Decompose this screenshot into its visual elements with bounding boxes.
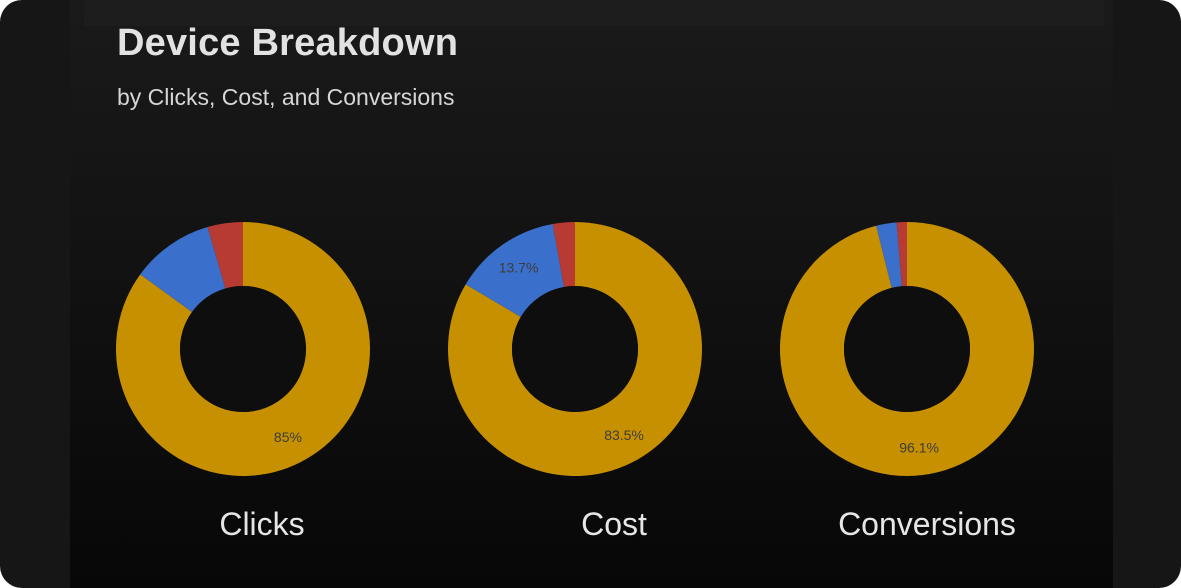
donut-label-conversions: Conversions — [838, 506, 1016, 542]
cost-slice-1 — [465, 223, 564, 317]
cost-donut-hole — [512, 286, 638, 412]
clicks-slice-0-label: 85% — [274, 429, 302, 445]
clicks-donut-hole — [180, 286, 306, 412]
chart-title: Device Breakdown — [117, 22, 459, 64]
panel-top-strip — [84, 0, 1104, 26]
conversions-slice-0 — [780, 222, 1034, 476]
cost-slice-1-label: 13.7% — [499, 260, 539, 276]
cost-slice-2 — [552, 222, 575, 287]
clicks-slice-2 — [207, 222, 243, 289]
conversions-donut-hole — [844, 286, 970, 412]
donut-label-cost: Cost — [581, 506, 647, 542]
chart-subtitle: by Clicks, Cost, and Conversions — [117, 84, 455, 110]
conversions-slice-1 — [876, 222, 902, 288]
conversions-slice-0-label: 96.1% — [899, 439, 939, 455]
cost-slice-0-label: 83.5% — [604, 427, 644, 443]
clicks-slice-0 — [116, 222, 371, 476]
conversions-slice-2 — [896, 222, 907, 287]
cost-slice-0 — [448, 222, 703, 476]
clicks-slice-1 — [140, 227, 226, 312]
donut-label-clicks: Clicks — [219, 506, 305, 542]
